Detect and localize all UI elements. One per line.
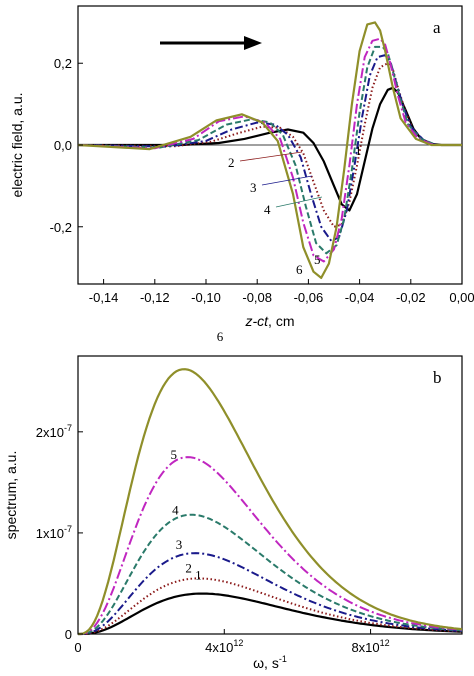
y-tick-label-a: 0,0 <box>54 138 72 153</box>
curve-label-b-2: 2 <box>185 560 192 575</box>
label-leader-2 <box>239 151 303 162</box>
series-line-b-1 <box>78 592 463 636</box>
y-ticks-a: -0,2 0,0 0,2 <box>50 56 83 235</box>
series-line-b-3 <box>78 552 463 635</box>
x-tick-label-a: -0,08 <box>242 290 272 305</box>
series-line-b-4 <box>78 513 463 635</box>
x-axis-label-b: ω, s-1 <box>253 654 287 671</box>
x-axis-label-a: z-ct, cm <box>244 313 294 329</box>
plot-frame-b <box>77 355 463 635</box>
series-group-a <box>77 21 462 279</box>
label-leader-3 <box>261 175 313 186</box>
series-line-b-5 <box>77 456 463 635</box>
panel-label-b: b <box>433 368 442 387</box>
y-axis-label-a: electric field, a.u. <box>9 92 25 197</box>
propagation-arrow <box>160 36 262 50</box>
y-axis-label-b: spectrum, a.u. <box>3 451 19 540</box>
x-tick-label-b: 4x1012 <box>205 638 243 655</box>
label-leader-4 <box>275 196 323 208</box>
series-line-a-6 <box>77 21 462 279</box>
x-tick-label-a: -0,06 <box>294 290 324 305</box>
x-tick-label-a: -0,02 <box>396 290 426 305</box>
curve-label-6: 6 <box>296 262 303 277</box>
panel-label-a: a <box>433 18 441 37</box>
arrow-head <box>244 36 262 50</box>
series-line-b-6 <box>77 368 463 636</box>
series-line-a-3 <box>77 54 462 243</box>
y-tick-label-a: -0,2 <box>50 220 72 235</box>
curve-label-5: 5 <box>314 252 321 267</box>
panel-a-electric-field-chart: -0,14 -0,12 -0,10 -0,08 -0,06 -0,04 -0,02 0,00 … <box>9 5 474 329</box>
x-tick-label-b: 8x1012 <box>351 638 389 655</box>
curve-label-4: 4 <box>264 202 271 217</box>
x-tick-label-a: -0,04 <box>345 290 375 305</box>
curve-label-b-5: 5 <box>170 447 177 462</box>
panel-b-spectrum-chart: 0 4x1012 8x1012 0 1x10-7 2x10-7 b ω, s-1 spe… <box>3 329 463 671</box>
x-tick-label-a: -0,12 <box>140 290 170 305</box>
series-line-a-4 <box>77 45 462 255</box>
y-tick-label-b: 0 <box>65 627 72 642</box>
curve-label-2: 2 <box>228 155 235 170</box>
curve-label-b-6: 6 <box>217 329 224 344</box>
curve-label-b-4: 4 <box>172 503 179 518</box>
curve-labels-a: 1 2 3 4 5 6 <box>228 143 362 277</box>
curve-label-1: 1 <box>355 143 362 158</box>
y-tick-label-b: 2x10-7 <box>36 423 72 440</box>
y-tick-label-b: 1x10-7 <box>36 524 72 541</box>
curve-label-b-1: 1 <box>195 568 202 583</box>
x-tick-label-a: -0,10 <box>191 290 221 305</box>
x-ticks-a: -0,14 -0,12 -0,10 -0,08 -0,06 -0,04 -0,02 0,00 <box>89 279 474 305</box>
y-tick-label-a: 0,2 <box>54 56 72 71</box>
series-group-b <box>77 368 463 636</box>
x-tick-label-b: 0 <box>74 640 81 655</box>
curve-label-b-3: 3 <box>176 537 183 552</box>
x-tick-label-a: 0,00 <box>449 290 474 305</box>
y-ticks-b: 0 1x10-7 2x10-7 <box>36 423 83 642</box>
series-line-a-5 <box>77 37 462 263</box>
curve-labels-b: 123 4 5 6 <box>170 329 223 582</box>
x-tick-label-a: -0,14 <box>89 290 119 305</box>
curve-label-3: 3 <box>250 180 257 195</box>
x-ticks-b: 0 4x1012 8x1012 <box>74 629 390 655</box>
